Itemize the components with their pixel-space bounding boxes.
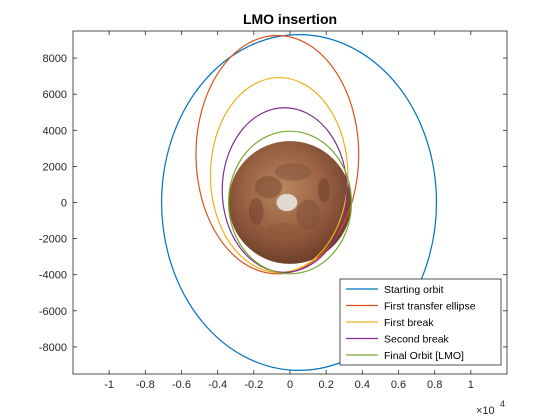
mars-planet-image (228, 141, 352, 264)
mars-surface-feature (317, 177, 330, 203)
mars-surface-feature (266, 222, 302, 238)
x-axis-ticks: -1 -0.8 -0.6 -0.4 -0.2 0 0.2 0.4 0.6 0.8 1 (104, 31, 474, 391)
mars-surface-feature (254, 176, 283, 199)
x-tick-label: -0.6 (172, 379, 191, 391)
legend-label: Final Orbit [LMO] (384, 350, 464, 362)
orbit-line (161, 34, 438, 371)
y-tick-label: -4000 (39, 270, 67, 282)
x-tick-label: -0.4 (208, 379, 227, 391)
y-tick-label: 4000 (43, 125, 67, 137)
x-exponent-label: ×10 4 (476, 399, 505, 417)
legend-label: First break (384, 317, 434, 329)
y-tick-label: 6000 (43, 89, 67, 101)
orbit-line (221, 107, 348, 273)
x-exponent-power: 4 (500, 399, 505, 409)
legend: Starting orbit First transfer ellipse Firs… (339, 278, 502, 366)
orbit-line (227, 130, 353, 275)
y-tick-label: 2000 (43, 161, 67, 173)
x-tick-label: 0.2 (319, 379, 334, 391)
x-tick-label: 0.8 (427, 379, 442, 391)
mars-surface-feature (248, 198, 264, 226)
x-tick-label: 0.6 (391, 379, 406, 391)
x-tick-label: 1 (468, 379, 474, 391)
y-tick-label: -6000 (39, 306, 67, 318)
legend-label: Second break (384, 334, 450, 346)
legend-label: Starting orbit (384, 284, 444, 296)
y-axis-ticks: -8000 -6000 -4000 -2000 0 2000 4000 6000 8000 (39, 53, 507, 354)
x-tick-label: 0 (287, 379, 293, 391)
x-tick-label: -0.2 (244, 379, 263, 391)
mars-surface-feature (296, 199, 321, 231)
chart-title: LMO insertion (243, 11, 337, 27)
x-tick-label: 0.4 (355, 379, 370, 391)
y-tick-label: 0 (61, 198, 67, 210)
y-tick-label: -8000 (39, 342, 67, 354)
x-tick-label: -0.8 (136, 379, 155, 391)
x-tick-label: -1 (104, 379, 114, 391)
orbit-line (195, 34, 360, 275)
y-tick-label: 8000 (43, 53, 67, 65)
orbit-series (161, 34, 438, 371)
y-tick-label: -2000 (39, 234, 67, 246)
x-exponent-base: ×10 (476, 405, 495, 417)
mars-surface-feature (274, 163, 312, 181)
legend-label: First transfer ellipse (384, 301, 476, 313)
mars-polar-cap (276, 193, 298, 212)
